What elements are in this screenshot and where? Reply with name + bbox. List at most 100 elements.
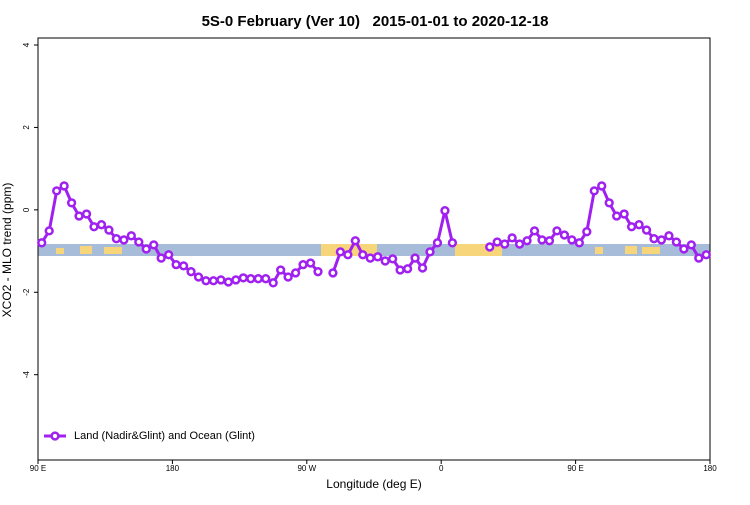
data-point: [395, 265, 405, 275]
y-tick-label: -2: [22, 288, 31, 296]
data-point: [171, 260, 181, 270]
land-strip: [595, 247, 603, 254]
data-point: [290, 268, 301, 278]
data-point: [37, 238, 47, 248]
data-point: [626, 222, 637, 232]
data-point: [537, 235, 547, 245]
data-point: [597, 181, 607, 191]
data-point: [402, 264, 413, 274]
data-point: [417, 263, 428, 273]
data-point: [686, 240, 696, 250]
y-tick-label: 2: [22, 125, 31, 130]
x-tick-label: 90 E: [30, 464, 46, 473]
legend-label: Land (Nadir&Glint) and Ocean (Glint): [74, 430, 255, 442]
data-point: [373, 252, 383, 262]
data-point: [604, 198, 614, 208]
data-point: [388, 254, 398, 264]
data-point: [544, 236, 555, 246]
data-point: [186, 267, 196, 277]
data-point: [276, 265, 286, 275]
data-point: [574, 238, 584, 248]
data-point: [492, 237, 502, 247]
data-point: [253, 274, 263, 284]
data-point: [201, 276, 211, 286]
legend-marker: [50, 431, 60, 441]
data-point: [223, 277, 234, 287]
data-point: [231, 275, 241, 285]
data-point: [246, 274, 256, 284]
data-point: [522, 236, 532, 246]
data-point: [156, 253, 166, 263]
data-point: [134, 237, 144, 247]
data-point: [582, 227, 592, 237]
data-point: [313, 267, 323, 277]
y-tick-label: 0: [22, 207, 31, 212]
data-point: [261, 274, 271, 284]
data-point: [164, 250, 174, 260]
data-point: [649, 234, 659, 244]
data-point: [119, 235, 129, 245]
data-point: [81, 209, 92, 219]
data-point: [619, 209, 629, 219]
plot-frame: [37, 37, 711, 461]
data-point: [694, 253, 704, 263]
data-point: [567, 235, 577, 245]
y-axis-label: XCO2 - MLO trend (ppm): [0, 183, 14, 318]
data-point: [66, 198, 77, 208]
data-point: [358, 250, 368, 260]
data-point: [74, 211, 84, 221]
data-point: [298, 260, 308, 270]
data-point: [612, 211, 622, 221]
data-point: [350, 236, 360, 246]
land-strip: [56, 248, 64, 254]
data-point: [641, 225, 652, 235]
data-point: [365, 253, 375, 263]
data-point: [178, 261, 189, 271]
data-point: [328, 268, 338, 278]
data-point: [335, 247, 346, 257]
data-point: [52, 186, 62, 196]
data-point: [238, 273, 248, 283]
data-point: [149, 240, 159, 250]
data-point: [193, 272, 204, 282]
data-point: [559, 230, 570, 240]
data-point: [126, 231, 136, 241]
data-point: [679, 244, 689, 254]
data-point: [268, 278, 278, 288]
data-point: [89, 222, 99, 232]
x-tick-label: 90 W: [297, 464, 316, 473]
data-point: [440, 206, 450, 216]
y-tick-label: 4: [22, 42, 31, 47]
data-point: [208, 276, 219, 286]
y-tick-label: -4: [22, 371, 31, 379]
x-tick-label: 0: [439, 464, 444, 473]
data-point: [425, 247, 435, 257]
data-point: [485, 242, 495, 252]
land-strip: [625, 246, 637, 254]
data-point: [671, 237, 682, 247]
data-point: [500, 239, 510, 249]
data-point: [104, 225, 114, 235]
land-strip: [80, 246, 92, 254]
data-point: [529, 226, 540, 236]
data-point: [634, 220, 644, 230]
data-point: [111, 234, 122, 244]
data-point: [410, 253, 420, 263]
land-strip: [642, 247, 660, 254]
data-point: [96, 220, 107, 230]
x-tick-label: 180: [166, 464, 180, 473]
data-point: [701, 250, 711, 260]
data-point: [447, 238, 458, 248]
x-tick-label: 180: [703, 464, 717, 473]
x-tick-label: 90 E: [567, 464, 583, 473]
data-point: [283, 272, 293, 282]
data-point: [664, 231, 674, 241]
data-point: [59, 181, 69, 191]
data-point: [589, 186, 599, 196]
data-point: [507, 233, 517, 243]
chart-title: 5S-0 February (Ver 10) 2015-01-01 to 202…: [202, 13, 549, 30]
data-point: [141, 244, 151, 254]
x-axis-label: Longitude (deg E): [326, 477, 421, 491]
land-strip: [104, 247, 122, 254]
